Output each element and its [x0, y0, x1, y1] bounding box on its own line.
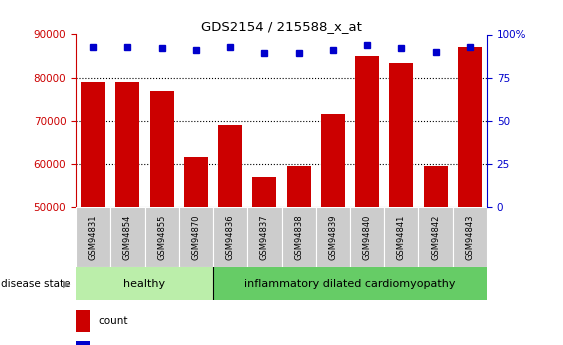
Bar	[76, 341, 91, 345]
Text: GSM94837: GSM94837	[260, 214, 269, 260]
Bar	[110, 207, 145, 267]
Bar	[213, 207, 247, 267]
Text: GSM94870: GSM94870	[191, 215, 200, 260]
Bar	[150, 90, 173, 207]
Text: GSM94838: GSM94838	[294, 214, 303, 260]
Bar	[76, 310, 91, 332]
Bar	[316, 207, 350, 267]
Bar	[179, 207, 213, 267]
Text: GSM94842: GSM94842	[431, 215, 440, 260]
Bar	[423, 166, 448, 207]
Bar	[76, 267, 213, 300]
Bar	[184, 157, 208, 207]
Text: ▶: ▶	[63, 279, 70, 289]
Bar	[350, 207, 384, 267]
Bar	[390, 62, 413, 207]
Text: inflammatory dilated cardiomyopathy: inflammatory dilated cardiomyopathy	[244, 279, 455, 289]
Bar	[385, 207, 418, 267]
Bar	[287, 166, 311, 207]
Text: GSM94855: GSM94855	[157, 215, 166, 260]
Bar	[418, 207, 453, 267]
Text: GSM94831: GSM94831	[88, 215, 97, 260]
Bar	[115, 82, 140, 207]
Bar	[145, 207, 179, 267]
Bar	[247, 207, 282, 267]
Text: GSM94854: GSM94854	[123, 215, 132, 260]
Text: count: count	[99, 316, 128, 326]
Bar	[458, 47, 482, 207]
Title: GDS2154 / 215588_x_at: GDS2154 / 215588_x_at	[201, 20, 362, 33]
Bar	[453, 207, 487, 267]
Bar	[218, 125, 242, 207]
Text: GSM94843: GSM94843	[466, 215, 475, 260]
Text: GSM94840: GSM94840	[363, 215, 372, 260]
Text: disease state: disease state	[1, 279, 70, 289]
Bar	[81, 82, 105, 207]
Text: GSM94839: GSM94839	[328, 215, 337, 260]
Bar	[321, 114, 345, 207]
Bar	[213, 267, 487, 300]
Bar	[252, 177, 276, 207]
Bar	[282, 207, 316, 267]
Bar	[355, 56, 379, 207]
Text: GSM94836: GSM94836	[226, 214, 235, 260]
Text: healthy: healthy	[123, 279, 166, 289]
Text: GSM94841: GSM94841	[397, 215, 406, 260]
Bar	[76, 207, 110, 267]
